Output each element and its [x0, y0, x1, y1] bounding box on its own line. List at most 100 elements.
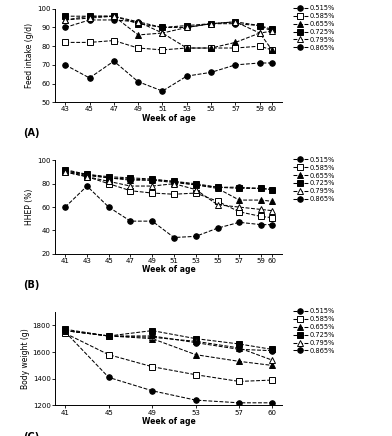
Line: 0.585%: 0.585%	[62, 169, 275, 221]
X-axis label: Week of age: Week of age	[142, 417, 196, 426]
0.795%	[150, 335, 154, 340]
Line: 0.585%: 0.585%	[62, 330, 275, 384]
0.795%	[136, 19, 140, 24]
0.795%	[270, 208, 274, 213]
0.725%	[193, 336, 198, 341]
0.515%	[237, 400, 241, 405]
0.865%	[63, 62, 67, 68]
0.585%	[87, 40, 92, 45]
0.655%	[193, 352, 198, 357]
Line: 0.795%: 0.795%	[62, 169, 275, 213]
Line: 0.725%: 0.725%	[62, 327, 275, 352]
0.795%	[63, 170, 67, 175]
Text: (B): (B)	[23, 280, 40, 290]
0.795%	[172, 181, 176, 186]
0.655%	[233, 40, 238, 45]
0.795%	[185, 25, 189, 30]
Legend: 0.515%, 0.585%, 0.655%, 0.725%, 0.795%, 0.865%: 0.515%, 0.585%, 0.655%, 0.725%, 0.795%, …	[292, 156, 336, 203]
0.865%	[258, 60, 262, 65]
0.585%	[259, 214, 263, 219]
0.655%	[85, 173, 89, 178]
0.725%	[270, 27, 274, 32]
0.795%	[63, 17, 67, 23]
0.865%	[237, 347, 241, 352]
Line: 0.725%: 0.725%	[62, 167, 275, 192]
0.655%	[270, 363, 274, 368]
0.865%	[87, 75, 92, 81]
0.795%	[111, 14, 116, 19]
0.865%	[111, 58, 116, 64]
0.515%	[63, 168, 67, 174]
0.515%	[150, 177, 154, 183]
0.725%	[270, 187, 274, 192]
0.515%	[215, 184, 220, 190]
0.725%	[270, 347, 274, 352]
0.515%	[172, 179, 176, 184]
0.585%	[209, 45, 214, 51]
Y-axis label: Body weight (g): Body weight (g)	[21, 328, 30, 389]
0.725%	[259, 186, 263, 191]
Line: 0.515%: 0.515%	[62, 17, 275, 34]
X-axis label: Week of age: Week of age	[142, 266, 196, 274]
0.725%	[237, 186, 241, 191]
0.655%	[237, 359, 241, 364]
Line: 0.655%: 0.655%	[62, 168, 275, 204]
0.865%	[209, 70, 214, 75]
0.515%	[193, 398, 198, 403]
0.865%	[270, 222, 274, 227]
0.515%	[87, 17, 92, 23]
0.865%	[136, 79, 140, 84]
0.585%	[160, 47, 165, 52]
0.515%	[111, 17, 116, 23]
0.865%	[193, 340, 198, 345]
0.585%	[270, 215, 274, 220]
0.795%	[215, 202, 220, 208]
0.515%	[185, 25, 189, 30]
0.795%	[150, 184, 154, 189]
0.515%	[237, 184, 241, 190]
Line: 0.865%: 0.865%	[62, 328, 275, 354]
0.515%	[258, 23, 262, 28]
0.655%	[258, 31, 262, 36]
0.585%	[85, 174, 89, 179]
0.795%	[128, 184, 133, 189]
0.655%	[209, 45, 214, 51]
0.585%	[258, 44, 262, 49]
0.655%	[106, 175, 111, 181]
0.725%	[237, 341, 241, 347]
0.655%	[185, 45, 189, 51]
0.795%	[106, 334, 111, 339]
0.515%	[270, 400, 274, 405]
0.865%	[172, 235, 176, 240]
0.515%	[160, 25, 165, 30]
0.865%	[215, 225, 220, 231]
0.725%	[136, 21, 140, 26]
0.585%	[215, 199, 220, 204]
0.515%	[106, 175, 111, 181]
0.585%	[106, 181, 111, 186]
0.795%	[193, 339, 198, 344]
0.865%	[106, 334, 111, 339]
0.585%	[172, 191, 176, 197]
0.725%	[233, 19, 238, 24]
0.725%	[150, 328, 154, 333]
0.725%	[106, 174, 111, 179]
0.795%	[193, 187, 198, 192]
0.865%	[85, 184, 89, 189]
0.585%	[63, 170, 67, 175]
0.515%	[150, 388, 154, 393]
0.585%	[233, 45, 238, 51]
0.795%	[63, 328, 67, 333]
0.725%	[215, 184, 220, 190]
0.795%	[237, 345, 241, 351]
0.795%	[233, 19, 238, 24]
0.865%	[193, 234, 198, 239]
0.585%	[63, 40, 67, 45]
0.865%	[63, 328, 67, 333]
0.655%	[128, 177, 133, 183]
0.515%	[209, 21, 214, 26]
0.585%	[185, 45, 189, 51]
0.865%	[237, 220, 241, 225]
0.515%	[63, 25, 67, 30]
0.515%	[193, 182, 198, 187]
